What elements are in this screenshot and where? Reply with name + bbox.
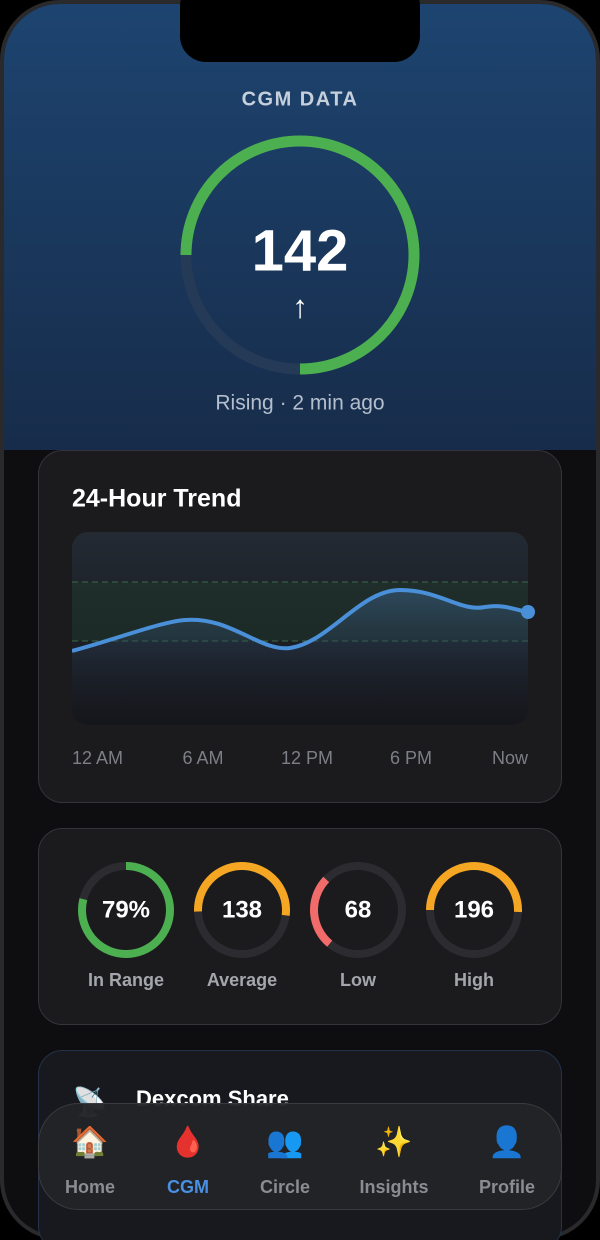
tab-bar bbox=[38, 1103, 562, 1210]
nav-icon: 🩸 bbox=[169, 1124, 206, 1159]
nav-icon: 👥 bbox=[266, 1126, 303, 1159]
ring-arc bbox=[194, 861, 290, 958]
x-label: 6 PM bbox=[390, 748, 432, 768]
trend-line bbox=[72, 587, 528, 653]
gauge-arc bbox=[180, 135, 420, 375]
nav-item[interactable]: 🩸 CGM bbox=[167, 1124, 209, 1197]
x-label: 12 AM bbox=[72, 748, 123, 768]
nav-label: Profile bbox=[479, 1177, 535, 1197]
nav-item[interactable]: ✨ Insights bbox=[359, 1125, 428, 1197]
status-text: Rising · 2 min ago bbox=[215, 392, 384, 415]
trend-area bbox=[72, 590, 528, 725]
nav-icon: 👤 bbox=[488, 1124, 525, 1159]
trend-arrow: ↑ bbox=[292, 288, 308, 324]
nav-item[interactable]: 👤 Profile bbox=[479, 1124, 535, 1197]
ring-arc bbox=[78, 862, 174, 958]
stat-value: 68 bbox=[345, 896, 372, 923]
glucose-reading: 142 bbox=[252, 218, 349, 283]
current-point bbox=[521, 605, 535, 619]
nav-items: 🏠 Home 🩸 CGM 👥 Circle ✨ Insights 👤 Profile bbox=[65, 1124, 535, 1197]
nav-item[interactable]: 👥 Circle bbox=[260, 1126, 310, 1197]
ring-arc bbox=[310, 862, 406, 958]
nav-label: CGM bbox=[167, 1177, 209, 1197]
x-label: 12 PM bbox=[281, 748, 333, 768]
stats-card bbox=[38, 828, 562, 1025]
nav-label: Home bbox=[65, 1177, 115, 1197]
card-title: 24-Hour Trend bbox=[72, 485, 241, 513]
nav-icon: 🏠 bbox=[71, 1125, 108, 1159]
x-label: Now bbox=[492, 748, 529, 768]
header-bg bbox=[4, 4, 596, 450]
stat-label: In Range bbox=[88, 970, 164, 990]
stat-label: High bbox=[454, 970, 494, 990]
nav-icon: ✨ bbox=[375, 1125, 412, 1159]
stat-label: Low bbox=[340, 970, 377, 990]
stat-value: 79% bbox=[102, 896, 150, 923]
ring-arc bbox=[426, 862, 522, 958]
x-label: 6 AM bbox=[182, 748, 223, 768]
stat-label: Average bbox=[207, 970, 277, 990]
stat-value: 196 bbox=[454, 896, 494, 923]
x-labels: 12 AM 6 AM 12 PM 6 PM Now bbox=[72, 748, 529, 768]
stats: 79% In Range 138 Average 68 Low 196 High bbox=[88, 896, 494, 989]
notch bbox=[180, 0, 420, 62]
header-title: CGM DATA bbox=[242, 88, 359, 110]
nav-label: Circle bbox=[260, 1177, 310, 1197]
stat-value: 138 bbox=[222, 896, 262, 923]
stat-rings bbox=[78, 861, 522, 958]
nav-label: Insights bbox=[359, 1177, 428, 1197]
nav-item[interactable]: 🏠 Home bbox=[65, 1125, 115, 1197]
